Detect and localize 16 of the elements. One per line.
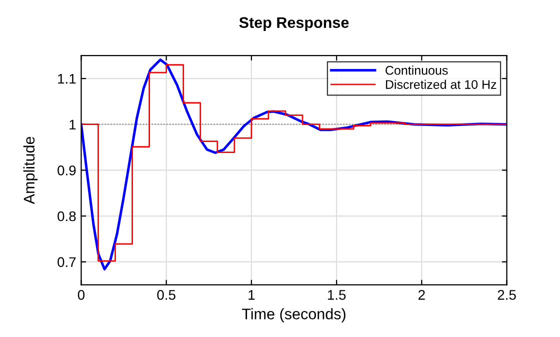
x-tick-label: 2 <box>418 290 425 300</box>
y-tick-label: 1.1 <box>58 74 76 84</box>
y-tick-label: 0.9 <box>58 166 76 176</box>
x-tick-label: 0.5 <box>157 290 176 300</box>
y-tick-label: 1 <box>70 120 76 130</box>
legend-label: Continuous <box>386 66 448 75</box>
y-tick-label: 0.7 <box>58 257 76 268</box>
x-tick-label: 1 <box>248 290 255 300</box>
x-tick-label: 0 <box>78 290 85 300</box>
x-tick-label: 1.5 <box>328 290 346 300</box>
x-tick-label: 2.5 <box>498 290 516 300</box>
x-axis-title: Time (seconds) <box>242 308 346 322</box>
chart-title: Step Response <box>239 17 349 31</box>
legend-label: Discretized at 10 Hz <box>386 80 496 89</box>
y-tick-label: 0.8 <box>58 211 76 222</box>
y-axis-title: Amplitude <box>23 136 38 204</box>
